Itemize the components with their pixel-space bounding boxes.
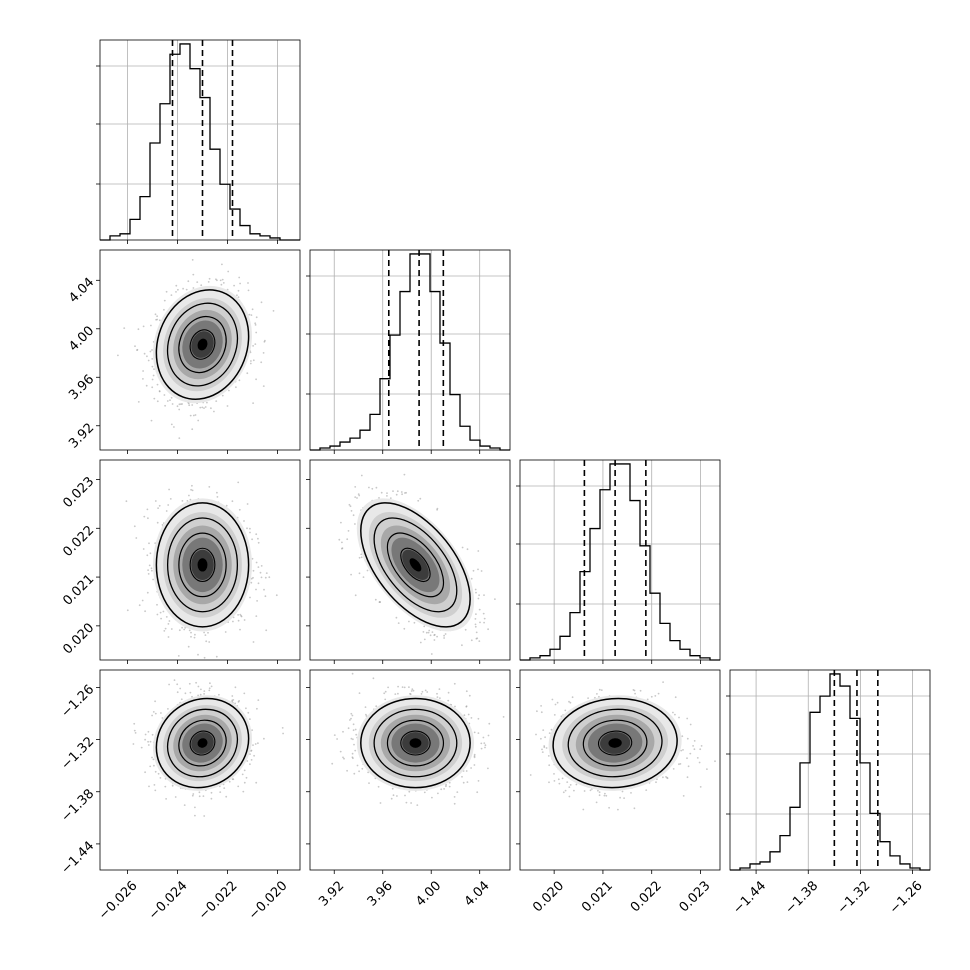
contour-line (386, 719, 445, 767)
axes-frame (729, 669, 931, 871)
x-tick-label: −0.022 (196, 878, 241, 923)
contour-line (155, 289, 250, 400)
y-tick-label: 0.021 (60, 572, 97, 609)
x-tick-label: −0.020 (246, 878, 291, 923)
y-tick-label: 4.00 (66, 323, 97, 354)
scatter-panel-0-1 (96, 249, 301, 454)
axes-frame (519, 459, 721, 661)
x-tick-label: 0.023 (677, 878, 714, 915)
axes-frame (309, 669, 511, 871)
contour-line (189, 730, 216, 756)
histogram-panel-1 (306, 249, 511, 454)
contour-line (155, 697, 250, 789)
histogram-panel-3 (726, 669, 931, 874)
contour-line (373, 708, 458, 778)
x-tick-label: 4.04 (462, 878, 493, 909)
x-tick-label: −1.26 (887, 878, 926, 917)
y-tick-label: −1.32 (59, 734, 98, 773)
x-tick-label: −1.38 (783, 878, 822, 917)
histogram-step (100, 43, 300, 241)
y-tick-label: −1.38 (59, 786, 98, 825)
contour-line (155, 502, 250, 628)
density-level (197, 338, 208, 351)
histogram-step (520, 463, 720, 661)
contour-line (373, 517, 458, 613)
contour-line (582, 719, 648, 767)
contour-line (400, 547, 431, 583)
scatter-panel-0-2 (96, 459, 301, 664)
axes-frame (519, 669, 721, 871)
histogram-step (310, 253, 510, 451)
contour-line (360, 697, 471, 789)
scatter-panel-1-2 (306, 459, 511, 664)
contour-line (166, 302, 239, 387)
axes-frame (99, 39, 301, 241)
axes-frame (309, 459, 511, 661)
y-tick-label: −1.26 (59, 682, 98, 721)
contour-line (189, 547, 216, 583)
x-tick-label: 4.00 (413, 878, 444, 909)
contour-line (386, 532, 445, 598)
density-level (197, 558, 208, 572)
axes-frame (99, 249, 301, 451)
y-tick-label: 0.023 (60, 474, 97, 511)
contour-line (178, 315, 227, 374)
density-level (409, 558, 422, 572)
axes-frame (309, 249, 511, 451)
contour-line (178, 719, 227, 767)
x-tick-label: 3.96 (365, 878, 396, 909)
x-tick-label: 0.022 (628, 878, 665, 915)
histogram-panel-2 (516, 459, 721, 664)
scatter-panel-1-3 (306, 669, 511, 874)
x-tick-label: −0.026 (96, 878, 141, 923)
y-tick-label: 0.022 (60, 523, 97, 560)
contour-line (400, 730, 431, 756)
contour-line (189, 329, 216, 360)
axes-frame (99, 669, 301, 871)
density-level (409, 738, 422, 748)
x-tick-label: −1.32 (835, 878, 874, 917)
scatter-panel-2-3 (516, 669, 721, 874)
histogram-step (730, 673, 930, 871)
density-level (197, 738, 208, 748)
density-level (608, 738, 622, 748)
contour-line (360, 502, 471, 628)
contour-line (166, 708, 239, 778)
y-tick-label: 0.020 (60, 621, 97, 658)
x-tick-label: −1.44 (730, 878, 769, 917)
x-tick-label: −0.024 (146, 878, 191, 923)
y-tick-label: 3.96 (66, 372, 97, 403)
contour-line (567, 708, 663, 778)
axes-frame (99, 459, 301, 661)
y-tick-label: 3.92 (66, 420, 97, 451)
x-tick-label: 0.020 (530, 878, 567, 915)
x-tick-label: 0.021 (579, 878, 616, 915)
contour-line (178, 532, 227, 598)
contour-line (597, 730, 633, 756)
y-tick-label: −1.44 (59, 839, 98, 878)
y-tick-label: 4.04 (66, 275, 97, 306)
histogram-panel-0 (96, 39, 301, 244)
contour-line (552, 697, 678, 789)
x-tick-label: 3.92 (316, 878, 347, 909)
contour-line (166, 517, 239, 613)
scatter-panel-0-3 (96, 669, 301, 874)
